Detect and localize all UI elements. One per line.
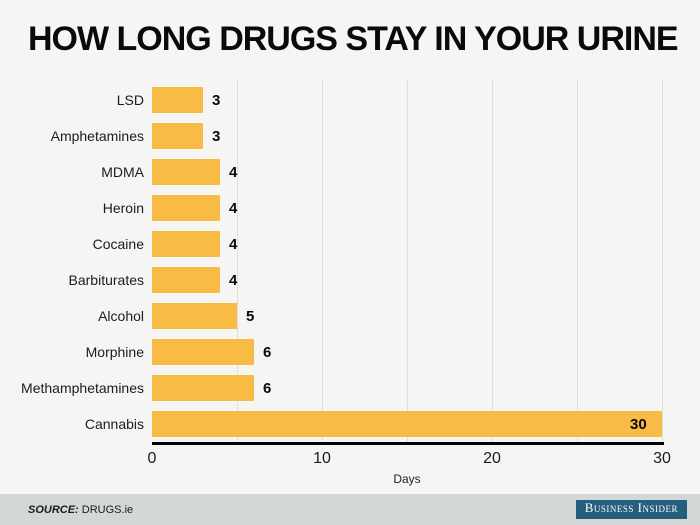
- source-label: SOURCE:: [28, 503, 79, 516]
- bar-chart: LSD 3 Amphetamines 3 MDMA 4: [0, 78, 700, 494]
- x-axis-title: Days: [393, 472, 421, 486]
- chart-row: Morphine 6: [0, 334, 700, 370]
- category-label: Amphetamines: [50, 128, 144, 144]
- bar-track: 30: [152, 411, 662, 437]
- x-tick-label: 0: [147, 450, 157, 467]
- bar: [152, 339, 254, 365]
- value-label: 30: [630, 415, 647, 433]
- category-label: Morphine: [85, 344, 144, 360]
- x-axis-line: [152, 442, 664, 445]
- bar-track: 3: [152, 123, 662, 149]
- category-label: Methamphetamines: [21, 380, 144, 396]
- business-insider-logo-badge: Business Insider: [575, 500, 687, 519]
- bar: [152, 123, 203, 149]
- bar-track: 4: [152, 231, 662, 257]
- bar-track: 5: [152, 303, 662, 329]
- x-tick-label: 10: [313, 450, 331, 467]
- chart-row: LSD 3: [0, 82, 700, 118]
- bar: [152, 159, 220, 185]
- bar: [152, 267, 220, 293]
- value-label: 6: [263, 379, 272, 397]
- gridline: [492, 80, 493, 444]
- x-tick-label: 20: [483, 450, 501, 467]
- chart-row: Alcohol 5: [0, 298, 700, 334]
- bar-track: 4: [152, 159, 662, 185]
- gridline: [322, 80, 323, 444]
- bar-track: 3: [152, 87, 662, 113]
- gridline: [407, 80, 408, 444]
- chart-row: Heroin 4: [0, 190, 700, 226]
- footer-bar: SOURCE: DRUGS.ie Business Insider: [0, 494, 700, 525]
- value-label: 4: [229, 271, 238, 289]
- x-tick-labels: 0 10 20 30: [148, 450, 671, 470]
- gridlines: [152, 80, 664, 444]
- chart-title: HOW LONG DRUGS STAY IN YOUR URINE: [28, 20, 679, 58]
- bar: [152, 303, 237, 329]
- chart-row: Methamphetamines 6: [0, 370, 700, 406]
- gridline: [662, 80, 663, 444]
- value-label: 5: [246, 307, 255, 325]
- value-label: 4: [229, 199, 238, 217]
- bar: [152, 375, 254, 401]
- category-label: Cocaine: [92, 236, 144, 252]
- chart-rows: LSD 3 Amphetamines 3 MDMA 4: [0, 82, 700, 442]
- category-label: MDMA: [101, 164, 144, 180]
- chart-row: Cocaine 4: [0, 226, 700, 262]
- bar-track: 6: [152, 339, 662, 365]
- chart-row: Cannabis 30: [0, 406, 700, 442]
- gridline: [577, 80, 578, 444]
- x-tick-label: 30: [653, 450, 671, 467]
- value-label: 3: [212, 127, 221, 145]
- bar: [152, 195, 220, 221]
- bar-track: 4: [152, 195, 662, 221]
- chart-row: Barbiturates 4: [0, 262, 700, 298]
- bar: [152, 231, 220, 257]
- chart-row: Amphetamines 3: [0, 118, 700, 154]
- bar-track: 4: [152, 267, 662, 293]
- category-label: Barbiturates: [68, 272, 144, 288]
- value-label: 6: [263, 343, 272, 361]
- bar-track: 6: [152, 375, 662, 401]
- category-label: Alcohol: [98, 308, 144, 324]
- gridline: [237, 80, 238, 444]
- value-label: 4: [229, 163, 238, 181]
- value-label: 3: [212, 91, 221, 109]
- category-label: LSD: [116, 92, 144, 108]
- chart-row: MDMA 4: [0, 154, 700, 190]
- bar: [152, 411, 662, 437]
- category-label: Heroin: [102, 200, 144, 216]
- source-credit: SOURCE: DRUGS.ie: [28, 504, 133, 516]
- category-label: Cannabis: [84, 416, 144, 432]
- value-label: 4: [229, 235, 238, 253]
- source-value: DRUGS.ie: [81, 503, 134, 516]
- bar: [152, 87, 203, 113]
